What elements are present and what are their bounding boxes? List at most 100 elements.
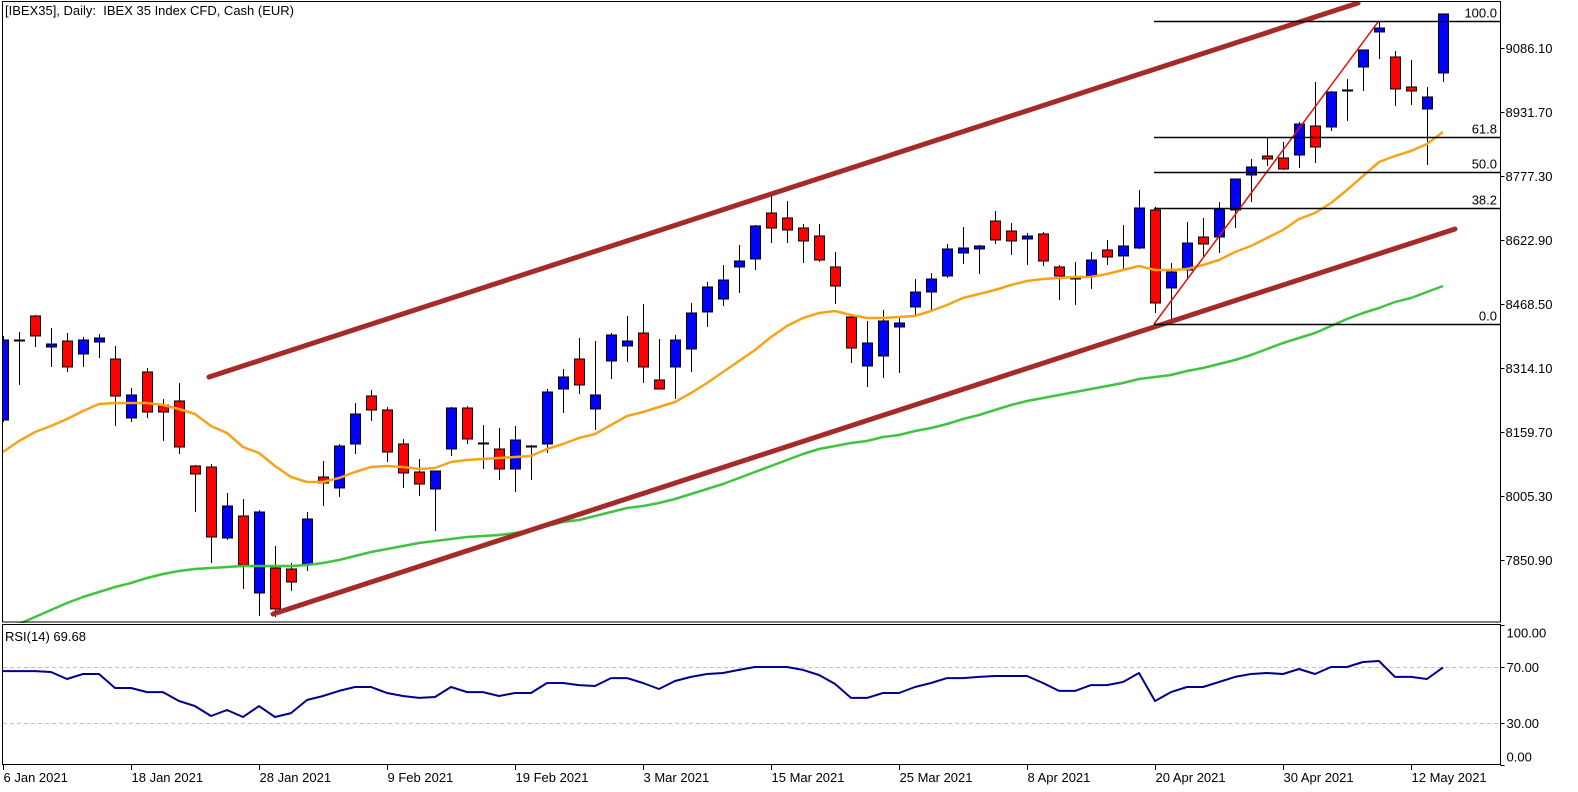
candle[interactable]: [1022, 232, 1033, 265]
candle[interactable]: [318, 461, 329, 506]
candle[interactable]: [686, 302, 697, 373]
candle[interactable]: [878, 309, 889, 378]
price-axis[interactable]: 9086.10 8931.70 8777.30 8622.90 8468.50 8314.…: [1500, 41, 1553, 568]
candle[interactable]: [846, 316, 857, 363]
candle[interactable]: [638, 303, 649, 383]
candle[interactable]: [1310, 81, 1321, 164]
candle[interactable]: [430, 470, 441, 531]
candle[interactable]: [414, 458, 425, 496]
candle[interactable]: [894, 317, 905, 374]
candle[interactable]: [254, 510, 265, 616]
candle[interactable]: [942, 244, 953, 278]
rsi-axis[interactable]: 100.00 70.00 30.00 0.00: [1500, 625, 1547, 766]
candle[interactable]: [542, 389, 553, 454]
candle[interactable]: [46, 327, 57, 367]
fibonacci-retracement[interactable]: 100.0 61.8 50.0 38.2 0.0: [1154, 6, 1501, 326]
candle[interactable]: [926, 272, 937, 312]
candle[interactable]: [94, 333, 105, 358]
candle[interactable]: [190, 464, 201, 512]
candle[interactable]: [590, 341, 601, 430]
candle[interactable]: [222, 493, 233, 541]
candle[interactable]: [958, 227, 969, 264]
candle[interactable]: [1278, 141, 1289, 170]
candle[interactable]: [798, 223, 809, 263]
candle[interactable]: [1294, 121, 1305, 168]
candle[interactable]: [1038, 231, 1049, 266]
candle[interactable]: [910, 278, 921, 316]
candle[interactable]: [1230, 178, 1241, 229]
channel-lower-trendline[interactable]: [270, 226, 1458, 617]
price-pane[interactable]: [0, 2, 1458, 630]
candle[interactable]: [334, 444, 345, 497]
candle[interactable]: [1006, 222, 1017, 255]
candle[interactable]: [814, 223, 825, 262]
candle[interactable]: [1070, 261, 1081, 305]
candle[interactable]: [606, 333, 617, 379]
candle[interactable]: [734, 244, 745, 293]
candle[interactable]: [174, 382, 185, 454]
candle[interactable]: [62, 333, 73, 373]
candle[interactable]: [398, 438, 409, 488]
candle[interactable]: [654, 338, 665, 390]
candle[interactable]: [862, 320, 873, 387]
candle[interactable]: [1326, 91, 1337, 132]
candle[interactable]: [510, 425, 521, 493]
candle[interactable]: [1102, 239, 1113, 265]
candle[interactable]: [206, 463, 217, 563]
candle[interactable]: [126, 388, 137, 422]
candle[interactable]: [1118, 224, 1129, 270]
candle[interactable]: [1262, 136, 1273, 166]
date-axis[interactable]: 6 Jan 2021 18 Jan 2021 28 Jan 2021 9 Feb 20…: [3, 765, 1487, 785]
candle[interactable]: [1182, 221, 1193, 280]
channel-upper-trendline[interactable]: [206, 2, 1361, 380]
candle[interactable]: [1390, 51, 1401, 106]
candle[interactable]: [1086, 252, 1097, 289]
candle[interactable]: [782, 200, 793, 244]
candle[interactable]: [830, 252, 841, 304]
candle[interactable]: [14, 332, 25, 385]
candle[interactable]: [670, 334, 681, 399]
candle[interactable]: [302, 511, 313, 571]
candle[interactable]: [1214, 201, 1225, 253]
candle[interactable]: [1150, 206, 1161, 313]
candle[interactable]: [494, 428, 505, 480]
candle[interactable]: [974, 244, 985, 274]
candle[interactable]: [1438, 13, 1449, 82]
candle[interactable]: [382, 406, 393, 462]
candle[interactable]: [1374, 20, 1385, 60]
candle[interactable]: [1166, 262, 1177, 325]
candle[interactable]: [1342, 78, 1353, 121]
candle[interactable]: [286, 562, 297, 591]
candle[interactable]: [446, 406, 457, 456]
candle[interactable]: [1054, 264, 1065, 301]
candle[interactable]: [718, 264, 729, 306]
candle[interactable]: [142, 367, 153, 418]
candle[interactable]: [30, 315, 41, 348]
candle[interactable]: [0, 335, 9, 422]
rsi-pane[interactable]: [3, 660, 1501, 724]
candle[interactable]: [766, 195, 777, 244]
candle[interactable]: [350, 402, 361, 454]
candle[interactable]: [1422, 86, 1433, 165]
candle[interactable]: [1246, 158, 1257, 202]
candle[interactable]: [366, 389, 377, 422]
candle[interactable]: [1134, 189, 1145, 249]
candle[interactable]: [270, 545, 281, 617]
candle[interactable]: [558, 368, 569, 414]
candle[interactable]: [1406, 59, 1417, 105]
candle[interactable]: [1358, 49, 1369, 92]
candle[interactable]: [462, 405, 473, 445]
candle[interactable]: [526, 445, 537, 480]
candle[interactable]: [1198, 217, 1209, 258]
candle[interactable]: [990, 211, 1001, 245]
candle[interactable]: [110, 345, 121, 426]
candle[interactable]: [622, 316, 633, 362]
candle[interactable]: [750, 224, 761, 270]
candle[interactable]: [78, 336, 89, 367]
candle[interactable]: [238, 498, 249, 590]
candle[interactable]: [478, 424, 489, 470]
candle[interactable]: [702, 281, 713, 327]
candle[interactable]: [574, 337, 585, 394]
